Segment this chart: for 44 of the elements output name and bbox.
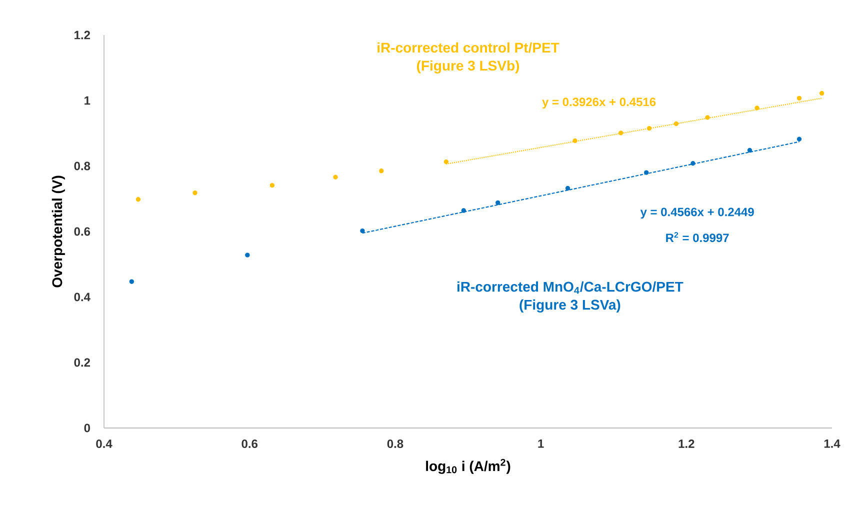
x-axis-title: log$_{10}$ i (A/m$^{2}$): [426, 458, 510, 474]
y-axis-title: Overpotential (V): [52, 176, 65, 288]
point: [270, 182, 275, 188]
annotation: y = 0.4566x + 0.2449: [640, 208, 754, 219]
point: [646, 126, 652, 131]
point: [333, 174, 338, 180]
point: [360, 228, 365, 234]
point: [674, 121, 679, 126]
point: [618, 130, 624, 136]
point: [379, 168, 384, 174]
annotation: y = 0.3926x + 0.4516: [542, 98, 656, 109]
point: [819, 90, 824, 96]
point: [496, 200, 500, 206]
y-tick-label: 0.8: [74, 162, 90, 170]
y-tick-label: 0.6: [74, 227, 90, 236]
x-tick-label: 1: [538, 440, 544, 448]
y-tick-label: 1: [84, 96, 90, 105]
text: iR-corrected control Pt/PET (Figure 3 LSVb): [378, 42, 560, 74]
point: [796, 96, 802, 101]
y-tick-label: 0: [84, 424, 90, 432]
x-tick-label: 0.4: [96, 440, 112, 448]
point: [705, 115, 710, 120]
y-tick-label: 0.4: [74, 292, 90, 302]
y-tick-label: 0.2: [74, 358, 90, 367]
point: [136, 197, 141, 202]
point: [747, 148, 752, 153]
annotation: R$^{2}$ = 0.9997: [666, 232, 729, 242]
point: [129, 279, 134, 284]
x-tick-label: 0.6: [242, 440, 258, 448]
point: [461, 208, 466, 213]
x-tick-label: 1.4: [824, 440, 840, 448]
y-tick-label: 1.2: [74, 30, 90, 40]
point: [690, 161, 696, 166]
x-tick-label: 0.8: [387, 440, 404, 448]
point: [444, 159, 449, 164]
text: iR-corrected MnO$_{4}$/Ca-LCrGO/PET (Figure 3 LSVa): [457, 281, 684, 313]
point: [245, 252, 250, 258]
point: [644, 170, 649, 175]
point: [754, 106, 760, 110]
x-tick-label: 1.2: [678, 440, 694, 448]
point: [565, 186, 570, 191]
point: [192, 190, 198, 196]
point: [796, 136, 802, 142]
point: [572, 138, 578, 144]
